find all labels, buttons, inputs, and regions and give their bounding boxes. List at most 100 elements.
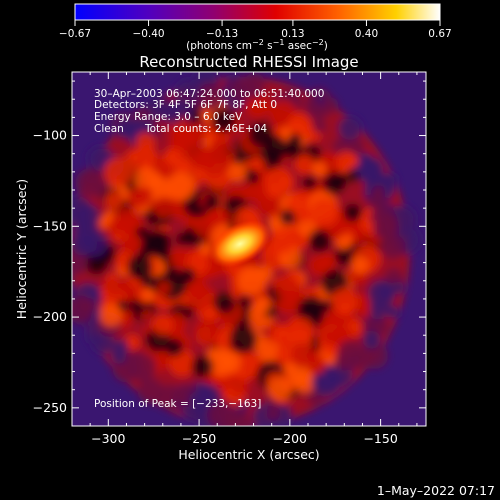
heatmap-cell bbox=[305, 99, 321, 115]
heatmap-cell bbox=[323, 172, 346, 195]
heatmap-cell bbox=[135, 131, 156, 152]
heatmap-cell bbox=[275, 324, 289, 337]
heatmap-image bbox=[72, 72, 426, 426]
annotation-energy: Energy Range: 3.0 – 6.0 keV bbox=[94, 111, 243, 123]
heatmap-cell bbox=[209, 136, 231, 157]
heatmap-cell bbox=[267, 377, 292, 401]
y-tick-label: −100 bbox=[33, 128, 67, 143]
heatmap-cell bbox=[103, 157, 134, 187]
heatmap-cell bbox=[288, 133, 303, 148]
heatmap-cell bbox=[319, 316, 349, 346]
heatmap-cell bbox=[279, 209, 296, 225]
heatmap-cell bbox=[343, 203, 362, 222]
heatmap-cell bbox=[354, 152, 374, 173]
heatmap-cell bbox=[186, 283, 215, 312]
heatmap-cell bbox=[227, 163, 247, 182]
heatmap-cell bbox=[380, 234, 406, 260]
heatmap-cell bbox=[204, 194, 221, 211]
colorbar-tick-label: 0.13 bbox=[281, 28, 304, 40]
heatmap-cell bbox=[350, 256, 369, 275]
heatmap-cell bbox=[331, 287, 359, 315]
heatmap-cell bbox=[81, 230, 108, 258]
heatmap-cell bbox=[323, 353, 338, 368]
heatmap-cell bbox=[264, 167, 293, 196]
heatmap-cell bbox=[191, 355, 214, 378]
heatmap-cell bbox=[166, 172, 196, 201]
heatmap-cell bbox=[346, 170, 359, 183]
x-tick-label: −200 bbox=[273, 431, 307, 446]
colorbar bbox=[74, 3, 441, 21]
axis-ticks: −300 −250 −200 −150 −100 −150 −200 −250 bbox=[33, 72, 426, 446]
heatmap-cell bbox=[311, 367, 342, 397]
heatmap-cell bbox=[245, 93, 271, 118]
colorbar-tick-label: −0.13 bbox=[206, 28, 238, 40]
heatmap-cell bbox=[156, 280, 171, 295]
annotation-peak-position: Position of Peak = [−233,−163] bbox=[94, 398, 261, 410]
colorbar-tick-label: −0.40 bbox=[132, 28, 164, 40]
heatmap-cell bbox=[302, 176, 317, 191]
heatmap-cell bbox=[294, 153, 315, 175]
heatmap-cell bbox=[141, 288, 155, 302]
heatmap-cell bbox=[237, 266, 267, 296]
heatmap-cell bbox=[197, 83, 224, 111]
heatmap-cell bbox=[113, 339, 129, 355]
heatmap-cell bbox=[151, 230, 169, 248]
heatmap-cell bbox=[231, 380, 246, 395]
heatmap-cell bbox=[161, 101, 184, 125]
heatmap-cell bbox=[127, 351, 141, 365]
colorbar-tick-label: −0.67 bbox=[59, 28, 91, 40]
colorbar-tick-label: 0.40 bbox=[355, 28, 378, 40]
heatmap-cell bbox=[246, 171, 260, 184]
heatmap-cell bbox=[338, 116, 363, 141]
heatmap-cell bbox=[229, 325, 257, 354]
heatmap-cell bbox=[382, 172, 398, 188]
y-tick-label: −150 bbox=[33, 218, 67, 233]
heatmap-cell bbox=[373, 214, 399, 241]
heatmap-cell bbox=[199, 242, 212, 255]
heatmap-cell bbox=[309, 255, 330, 276]
heatmap-cell bbox=[274, 276, 300, 302]
heatmap-cell bbox=[213, 291, 236, 314]
heatmap-cell bbox=[184, 232, 198, 246]
heatmap-cell bbox=[336, 150, 356, 171]
heatmap-cell bbox=[351, 138, 365, 152]
annotation-detectors: Detectors: 3F 4F 5F 6F 7F 8F, Att 0 bbox=[94, 99, 277, 111]
heatmap-cell bbox=[219, 351, 241, 373]
heatmap-cell bbox=[163, 147, 182, 166]
heatmap-cell bbox=[153, 196, 176, 219]
heatmap-cell bbox=[137, 378, 164, 405]
colorbar-ticks: −0.67 −0.40 −0.13 0.13 0.40 0.67 bbox=[59, 20, 452, 40]
timestamp: 1–May–2022 07:17 bbox=[377, 483, 495, 498]
heatmap-cell bbox=[127, 254, 153, 280]
heatmap-cell bbox=[106, 280, 124, 298]
y-axis-label: Heliocentric Y (arcsec) bbox=[14, 179, 29, 319]
y-tick-label: −250 bbox=[33, 400, 67, 415]
x-tick-label: −150 bbox=[363, 431, 397, 446]
heatmap-cell bbox=[349, 349, 370, 370]
heatmap-cell bbox=[308, 229, 332, 252]
heatmap-cell bbox=[388, 306, 401, 319]
heatmap-cell bbox=[256, 338, 281, 363]
y-tick-label: −200 bbox=[33, 309, 67, 324]
heatmap-cell bbox=[104, 191, 124, 210]
heatmap-cell bbox=[185, 123, 205, 143]
heatmap-cell bbox=[367, 280, 396, 308]
heatmap-cell bbox=[297, 217, 318, 237]
colorbar-tick-label: 0.67 bbox=[428, 28, 451, 40]
heatmap-cell bbox=[169, 248, 190, 269]
peak-blob bbox=[208, 220, 272, 268]
heatmap-cell bbox=[85, 171, 98, 184]
heatmap-cell bbox=[168, 349, 196, 377]
heatmap-cell bbox=[306, 355, 326, 375]
annotation-time: 30–Apr–2003 06:47:24.000 to 06:51:40.000 bbox=[94, 88, 324, 100]
heatmap-cell bbox=[246, 84, 262, 100]
heatmap-cell bbox=[287, 317, 315, 344]
heatmap-cell bbox=[392, 281, 406, 295]
heatmap-cell bbox=[152, 314, 173, 336]
heatmap-cell bbox=[216, 332, 231, 347]
heatmap-cell bbox=[146, 176, 174, 203]
heatmap-cell bbox=[311, 161, 327, 177]
x-tick-label: −300 bbox=[91, 431, 125, 446]
annotation-counts: Total counts: 2.46E+04 bbox=[144, 123, 267, 135]
